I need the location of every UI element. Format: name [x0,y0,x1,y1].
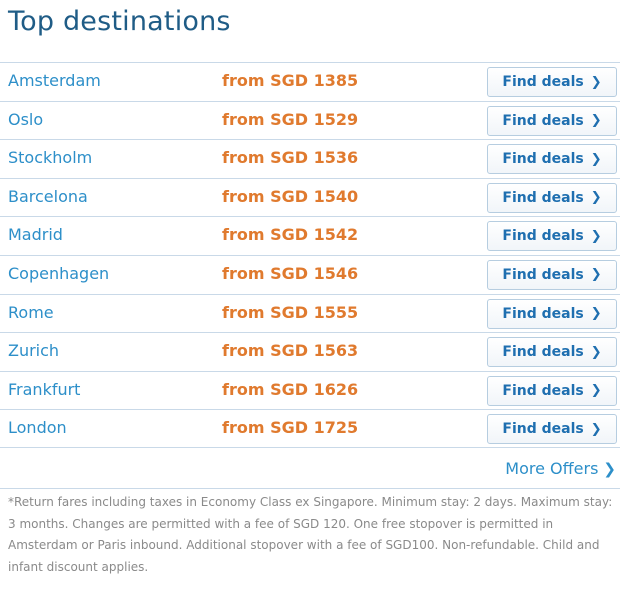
divider [0,488,620,489]
find-deals-button[interactable]: Find deals ❯ [487,259,617,290]
destination-city-link[interactable]: Stockholm [8,148,93,168]
destination-city-link[interactable]: Barcelona [8,186,88,206]
destination-row: Stockholm from SGD 1536 Find deals ❯ [0,139,620,178]
page-title: Top destinations [8,6,231,37]
destination-price: from SGD 1542 [222,225,359,245]
chevron-right-icon: ❯ [590,190,602,206]
destination-list: Amsterdam from SGD 1385 Find deals ❯ Osl… [0,62,620,448]
destination-row: London from SGD 1725 Find deals ❯ [0,409,620,448]
destination-city-link[interactable]: Madrid [8,225,63,245]
destination-city-link[interactable]: Amsterdam [8,71,101,90]
fare-footnote: *Return fares including taxes in Economy… [8,495,613,574]
destination-row: Copenhagen from SGD 1546 Find deals ❯ [0,254,620,294]
destination-price: from SGD 1725 [222,418,359,438]
find-deals-label: Find deals [502,112,584,129]
chevron-right-icon: ❯ [590,306,602,322]
destination-price: from SGD 1555 [222,302,359,322]
find-deals-button[interactable]: Find deals ❯ [487,298,617,329]
find-deals-label: Find deals [502,151,584,168]
find-deals-button[interactable]: Find deals ❯ [487,67,617,97]
destination-row: Amsterdam from SGD 1385 Find deals ❯ [0,62,620,101]
chevron-right-icon: ❯ [590,151,602,167]
destination-row: Rome from SGD 1555 Find deals ❯ [0,293,620,333]
destination-price: from SGD 1385 [222,71,359,90]
destination-row: Frankfurt from SGD 1626 Find deals ❯ [0,370,620,410]
chevron-right-icon: ❯ [590,344,602,360]
chevron-right-icon: ❯ [603,459,616,478]
find-deals-label: Find deals [502,305,584,322]
destination-row: Zurich from SGD 1563 Find deals ❯ [0,332,620,371]
find-deals-button[interactable]: Find deals ❯ [487,182,617,213]
destination-city-link[interactable]: London [8,418,67,438]
chevron-right-icon: ❯ [590,113,602,129]
destination-row: Madrid from SGD 1542 Find deals ❯ [0,216,620,255]
more-offers-link[interactable]: More Offers ❯ [505,459,616,478]
chevron-right-icon: ❯ [590,267,602,283]
destination-price: from SGD 1536 [222,148,359,168]
chevron-right-icon: ❯ [590,74,602,90]
find-deals-button[interactable]: Find deals ❯ [487,375,617,406]
destination-city-link[interactable]: Frankfurt [8,379,81,399]
find-deals-button[interactable]: Find deals ❯ [487,414,617,445]
find-deals-label: Find deals [502,74,584,90]
destination-city-link[interactable]: Rome [8,302,54,322]
destination-price: from SGD 1540 [222,186,359,206]
destination-price: from SGD 1529 [222,109,359,129]
destination-city-link[interactable]: Copenhagen [8,263,110,283]
find-deals-label: Find deals [502,228,584,245]
find-deals-button[interactable]: Find deals ❯ [487,144,617,175]
find-deals-label: Find deals [502,189,584,206]
destination-row: Barcelona from SGD 1540 Find deals ❯ [0,177,620,217]
chevron-right-icon: ❯ [590,228,602,244]
destination-row: Oslo from SGD 1529 Find deals ❯ [0,100,620,140]
find-deals-label: Find deals [502,266,584,283]
destination-city-link[interactable]: Zurich [8,341,60,361]
chevron-right-icon: ❯ [590,421,602,437]
find-deals-label: Find deals [502,382,584,399]
destination-price: from SGD 1563 [222,341,359,361]
find-deals-button[interactable]: Find deals ❯ [487,337,617,368]
destination-price: from SGD 1626 [222,379,359,399]
chevron-right-icon: ❯ [590,383,602,399]
destination-city-link[interactable]: Oslo [8,109,44,129]
find-deals-button[interactable]: Find deals ❯ [487,221,617,252]
more-offers-label: More Offers [505,459,599,478]
find-deals-label: Find deals [502,421,584,438]
find-deals-label: Find deals [502,344,584,361]
destination-price: from SGD 1546 [222,263,359,283]
find-deals-button[interactable]: Find deals ❯ [487,105,617,136]
